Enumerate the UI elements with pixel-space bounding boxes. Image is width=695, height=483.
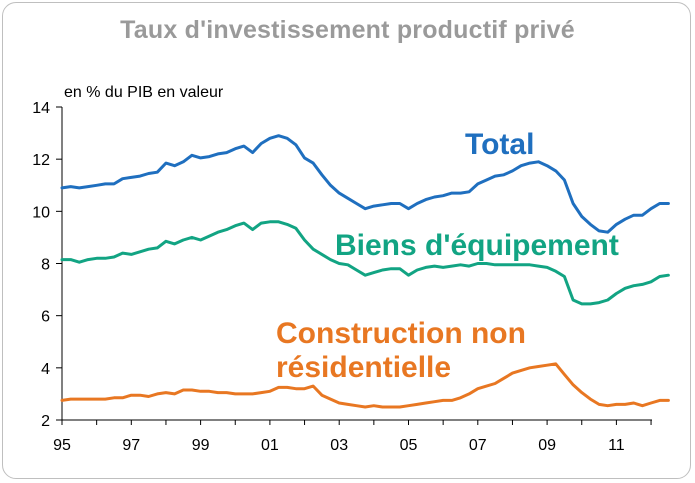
series-line-0: [60, 134, 670, 234]
y-tick-label: 4: [41, 361, 50, 378]
y-tick-label: 2: [41, 413, 50, 430]
x-tick-label: 03: [330, 437, 348, 454]
series-labels: Total Biens d'équipement Construction nonr…: [276, 128, 619, 384]
x-tick-label: 05: [400, 437, 418, 454]
tick-labels: 2 4 6 8 10 12 14 95 97 99 01 03 05 07 09 11: [32, 100, 625, 454]
series-line-1: [60, 220, 670, 306]
series-label: Total: [465, 128, 534, 161]
x-tick-label: 99: [192, 437, 210, 454]
y-tick-label: 6: [41, 309, 50, 326]
series-label: Construction non: [276, 317, 526, 350]
x-tick-label: 09: [538, 437, 556, 454]
y-tick-label: 8: [41, 257, 50, 274]
y-tick-label: 14: [32, 100, 50, 117]
x-tick-label: 01: [261, 437, 279, 454]
y-tick-label: 12: [32, 152, 50, 169]
x-tick-label: 95: [53, 437, 71, 454]
y-tick-label: 10: [32, 204, 50, 221]
x-tick-label: 97: [122, 437, 140, 454]
series-label: Biens d'équipement: [335, 229, 619, 262]
series-line-2: [60, 362, 670, 409]
chart-frame: [2, 2, 691, 479]
series-lines: [60, 134, 670, 409]
series-label: résidentielle: [276, 351, 451, 384]
axes: [56, 106, 652, 425]
chart-title: Taux d'investissement productif privé: [120, 16, 575, 44]
x-tick-label: 11: [608, 437, 625, 454]
x-tick-label: 07: [469, 437, 487, 454]
unit-label: en % du PIB en valeur: [64, 84, 224, 101]
